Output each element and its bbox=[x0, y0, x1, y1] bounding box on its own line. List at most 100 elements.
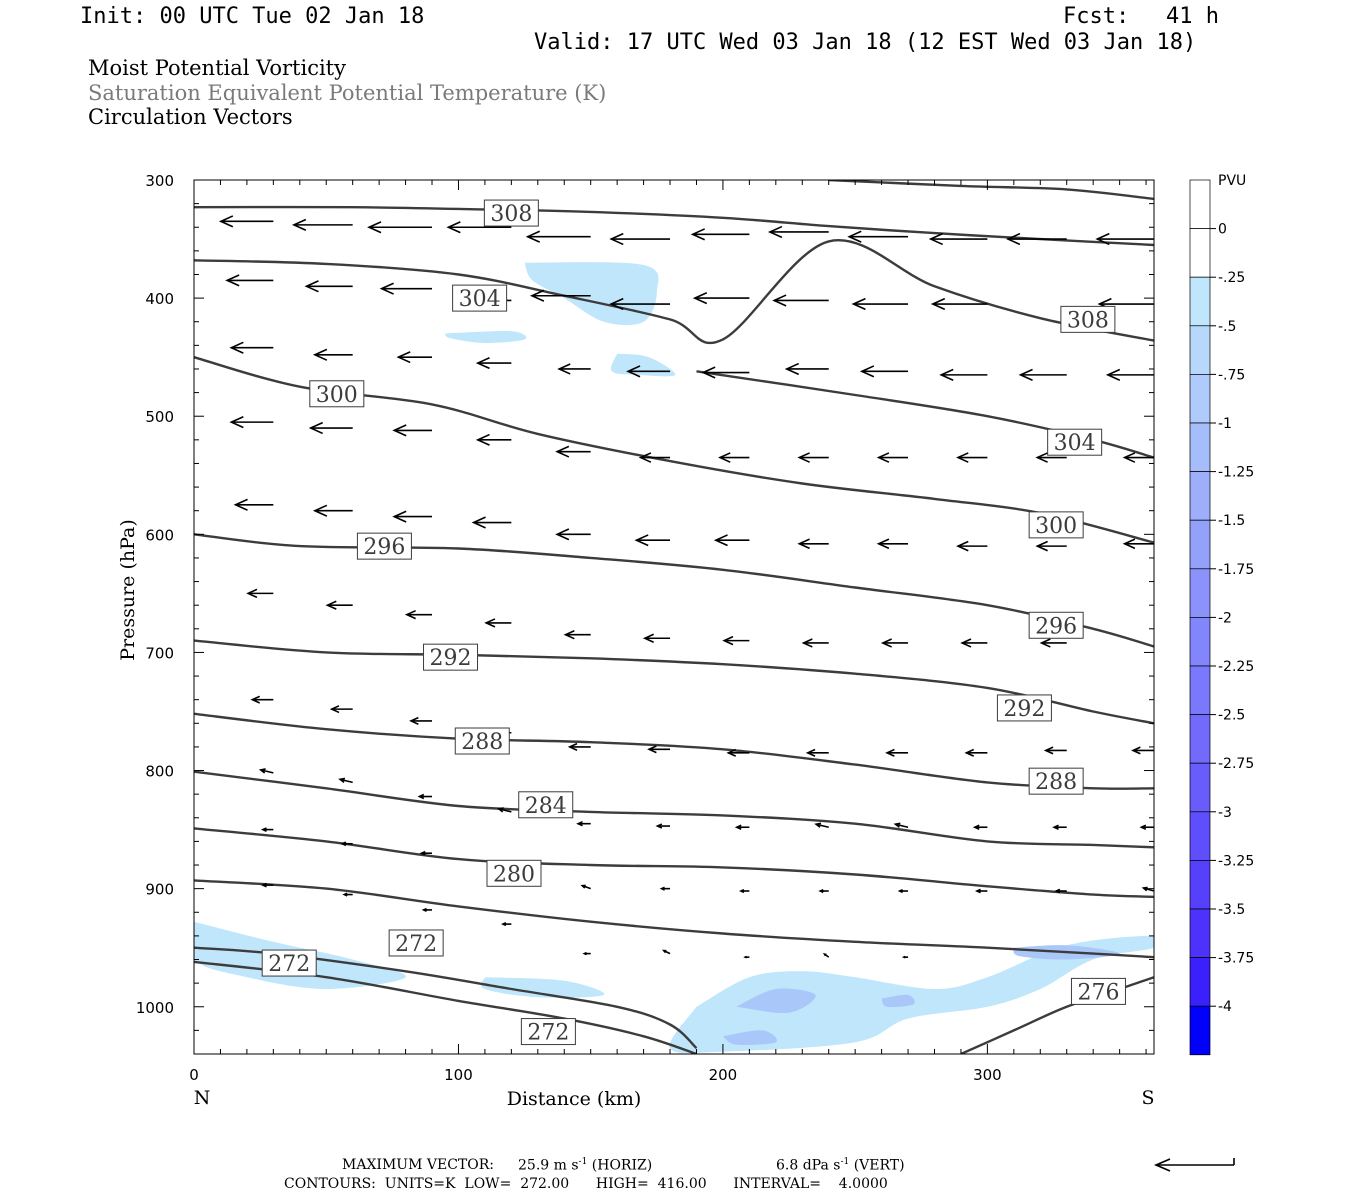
circulation-vector bbox=[1105, 368, 1154, 382]
x-end-label-left: N bbox=[194, 1087, 211, 1109]
field-title-mpv: Moist Potential Vorticity bbox=[88, 56, 346, 80]
colorbar-swatch bbox=[1189, 179, 1211, 229]
contour-label: 308 bbox=[483, 199, 539, 227]
circulation-vector bbox=[713, 534, 750, 547]
circulation-vector bbox=[367, 221, 433, 234]
pv-colorbar: PVU 0 -.25 -.5 -.75 -1 -1.25 -1.5 -1.75 -2 -2.25 -2… bbox=[1189, 173, 1254, 1056]
axis-ticks bbox=[193, 179, 1154, 1055]
circulation-vector bbox=[609, 232, 671, 246]
circulation-vector bbox=[739, 888, 750, 894]
circulation-vector bbox=[229, 415, 274, 429]
circulation-vector bbox=[690, 228, 750, 241]
x-axis-title: Distance (km) bbox=[507, 1088, 642, 1110]
circulation-vectors bbox=[218, 215, 1154, 959]
circulation-vector bbox=[1141, 886, 1154, 892]
colorbar-label: -2.75 bbox=[1218, 756, 1254, 772]
reference-vector bbox=[1153, 1158, 1235, 1172]
contour-label: 280 bbox=[486, 859, 542, 887]
circulation-vector bbox=[258, 768, 274, 774]
circulation-vector bbox=[692, 291, 750, 305]
circulation-vector bbox=[501, 922, 512, 927]
circulation-vector bbox=[1043, 746, 1067, 755]
svg-text:308: 308 bbox=[1067, 308, 1109, 333]
contour-label: 304 bbox=[452, 284, 508, 312]
circulation-vector bbox=[563, 630, 591, 640]
colorbar-label: -3.5 bbox=[1218, 902, 1245, 918]
circulation-vector bbox=[655, 823, 671, 829]
pv-region-7 bbox=[722, 1030, 777, 1045]
colorbar-label: 0 bbox=[1218, 222, 1227, 238]
circulation-vector bbox=[218, 215, 274, 228]
circulation-vector bbox=[446, 221, 512, 234]
circulation-vector bbox=[338, 777, 353, 784]
theta-es-contour-296 bbox=[194, 533, 1154, 648]
field-title-vectors: Circulation Vectors bbox=[88, 105, 293, 129]
circulation-vector bbox=[972, 824, 988, 830]
pv-region-1 bbox=[445, 330, 527, 344]
circulation-vector bbox=[525, 230, 591, 243]
forecast-hour: 41 h bbox=[1166, 4, 1219, 29]
circulation-vector bbox=[722, 635, 750, 646]
circulation-vector bbox=[312, 504, 353, 517]
y-axis-title: Pressure (hPa) bbox=[117, 519, 139, 661]
circulation-vector bbox=[342, 892, 353, 897]
colorbar-swatch bbox=[1189, 228, 1211, 278]
circulation-vector bbox=[797, 452, 829, 463]
max-vector-horiz: 25.9 m s-1 (HORIZ) bbox=[518, 1157, 653, 1174]
circulation-vector bbox=[956, 540, 988, 552]
circulation-vector bbox=[417, 793, 433, 800]
colorbar-swatch bbox=[1189, 374, 1211, 424]
svg-text:300: 300 bbox=[1035, 514, 1077, 539]
circulation-vector bbox=[555, 528, 591, 541]
x-tick-label: 200 bbox=[709, 1066, 738, 1084]
colorbar-swatch bbox=[1189, 422, 1211, 472]
svg-text:304: 304 bbox=[1054, 431, 1096, 456]
colorbar-unit: PVU bbox=[1218, 173, 1246, 189]
colorbar-label: -.25 bbox=[1218, 270, 1245, 286]
circulation-vector bbox=[626, 365, 671, 378]
circulation-vector bbox=[772, 294, 829, 307]
forecast-label: Fcst: bbox=[1063, 4, 1130, 29]
pv-region-5 bbox=[669, 935, 1154, 1054]
pv-region-4 bbox=[480, 977, 605, 998]
svg-text:272: 272 bbox=[268, 952, 310, 977]
circulation-vector bbox=[291, 218, 353, 232]
circulation-vector bbox=[260, 882, 274, 888]
colorbar-swatch bbox=[1189, 665, 1211, 715]
circulation-vector bbox=[718, 452, 750, 463]
theta-es-contour-288 bbox=[194, 712, 1154, 790]
max-vector-vert: 6.8 dPa s-1 (VERT) bbox=[776, 1157, 905, 1174]
contour-label: 284 bbox=[518, 791, 574, 819]
axis-labels: 300 400 500 600 700 800 900 1000 0 100 200 300 N S Dis… bbox=[117, 172, 1155, 1110]
colorbar-label: -2.25 bbox=[1218, 659, 1254, 675]
theta-es-contour-304 bbox=[194, 238, 1154, 345]
theta-es-contours bbox=[194, 180, 1154, 1054]
circulation-vector bbox=[555, 445, 591, 458]
circulation-vector bbox=[847, 230, 909, 243]
circulation-vector bbox=[1039, 638, 1067, 648]
circulation-vector bbox=[964, 748, 988, 757]
circulation-vector bbox=[312, 348, 353, 361]
circulation-vector bbox=[876, 452, 909, 463]
circulation-vector bbox=[885, 748, 909, 757]
colorbar-label: -3.25 bbox=[1218, 853, 1254, 869]
circulation-vector bbox=[642, 633, 671, 643]
circulation-vector bbox=[304, 280, 353, 293]
circulation-vector bbox=[325, 600, 353, 610]
circulation-vector bbox=[805, 748, 829, 757]
contour-label: 296 bbox=[1028, 611, 1084, 639]
pv-region-8 bbox=[881, 994, 915, 1008]
circulation-vector bbox=[576, 820, 591, 827]
colorbar-label: -.5 bbox=[1218, 319, 1236, 335]
colorbar-label: -.75 bbox=[1218, 367, 1245, 383]
circulation-vector bbox=[1095, 232, 1154, 246]
svg-text:288: 288 bbox=[1035, 770, 1077, 795]
colorbar-swatch bbox=[1189, 762, 1211, 813]
circulation-vector bbox=[1035, 540, 1067, 552]
circulation-vector bbox=[582, 951, 591, 956]
circulation-vector bbox=[1122, 538, 1154, 550]
colorbar-swatch bbox=[1189, 568, 1211, 618]
contour-label: 300 bbox=[309, 380, 365, 408]
plot-frame bbox=[193, 179, 1155, 1055]
circulation-vector bbox=[580, 884, 591, 890]
